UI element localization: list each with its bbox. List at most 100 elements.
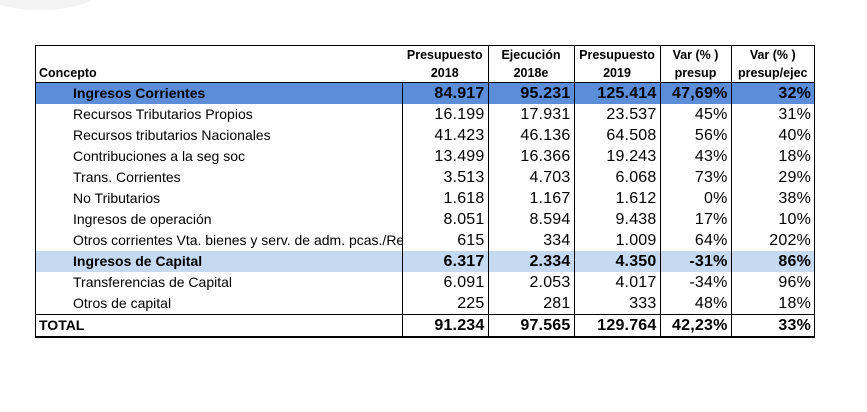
cell-value: 23.537	[574, 104, 661, 125]
table-row: Ingresos de operación 8.051 8.594 9.438 …	[36, 209, 814, 230]
cell-value: 40%	[778, 127, 811, 144]
cell-value: 46.136	[488, 125, 575, 146]
cell-value: 8.051	[402, 209, 489, 230]
table-row: Otros corrientes Vta. bienes y serv. de …	[36, 230, 814, 251]
table-row: No Tributarios 1.618 1.167 1.612 0% 38%	[36, 188, 814, 209]
cell-value: 29%	[778, 169, 811, 186]
cell-value: 1.167	[488, 188, 575, 209]
header-cell: Presupuesto	[574, 46, 661, 64]
header-cell: Presupuesto	[402, 46, 489, 64]
table-row: Otros de capital 225 281 333 48% 18%	[36, 293, 814, 315]
table-row: Trans. Corrientes 3.513 4.703 6.068 73% …	[36, 167, 814, 188]
cell-value: 32%	[731, 82, 814, 104]
cell-value: -31%	[660, 251, 732, 272]
row-label: Recursos tributarios Nacionales	[36, 125, 403, 146]
table-row: Transferencias de Capital 6.091 2.053 4.…	[36, 272, 814, 293]
cell-value: 1.618	[402, 188, 489, 209]
table-row-total: TOTAL 91.234 97.565 129.764 42,23% 33%	[36, 314, 814, 337]
total-label: TOTAL	[36, 314, 403, 337]
cell-value: 16.366	[488, 146, 575, 167]
cell-value: 18%	[778, 295, 811, 312]
cell-value: 56%	[660, 125, 732, 146]
cell-value: 6.317	[402, 251, 489, 272]
cell-value: 96%	[778, 274, 811, 291]
row-label: Trans. Corrientes	[36, 167, 403, 188]
cell-value: 16.199	[402, 104, 489, 125]
header-cell: Ejecución	[488, 46, 575, 64]
cell-value: 2.053	[488, 272, 575, 293]
total-value: 33%	[731, 314, 814, 337]
cell-value: 64.508	[574, 125, 661, 146]
cell-value: 0%	[660, 188, 732, 209]
row-label: Otros corrientes Vta. bienes y serv. de …	[36, 230, 403, 251]
row-label: Contribuciones a la seg soc	[36, 146, 403, 167]
header-cell: presup	[660, 64, 732, 83]
row-label: Otros de capital	[36, 293, 403, 315]
cell-value: 41.423	[402, 125, 489, 146]
row-label: No Tributarios	[36, 188, 403, 209]
table-row: Contribuciones a la seg soc 13.499 16.36…	[36, 146, 814, 167]
decorative-blob	[0, 0, 100, 10]
cell-value: 4.017	[574, 272, 661, 293]
cell-value: 8.594	[488, 209, 575, 230]
cell-value: 10%	[778, 211, 811, 228]
cell-value: 17%	[660, 209, 732, 230]
header-cell: Var (% )	[749, 48, 796, 62]
row-label: Transferencias de Capital	[36, 272, 403, 293]
cell-value: 281	[488, 293, 575, 315]
table-row-ingresos-corrientes: Ingresos Corrientes 84.917 95.231 125.41…	[36, 82, 814, 104]
header-cell-concepto: Concepto	[36, 64, 402, 83]
cell-value: 17.931	[488, 104, 575, 125]
cell-value: 95.231	[488, 82, 575, 104]
cell-value: 38%	[778, 190, 811, 207]
table-row-ingresos-capital: Ingresos de Capital 6.317 2.334 4.350 -3…	[36, 251, 814, 272]
total-value: 97.565	[488, 314, 575, 337]
cell-value: 4.703	[488, 167, 575, 188]
cell-value: 125.414	[574, 82, 661, 104]
cell-value: 225	[402, 293, 489, 315]
row-label: Recursos Tributarios Propios	[36, 104, 403, 125]
cell-value: 615	[402, 230, 489, 251]
cell-value: 18%	[778, 148, 811, 165]
table-row: Recursos Tributarios Propios 16.199 17.9…	[36, 104, 814, 125]
header-cell: 2018e	[488, 64, 575, 83]
total-value: 42,23%	[660, 314, 732, 337]
cell-value: 43%	[660, 146, 732, 167]
cell-value: 73%	[660, 167, 732, 188]
header-cell: presup/ejec	[731, 64, 814, 83]
total-value: 129.764	[574, 314, 661, 337]
cell-value: 13.499	[402, 146, 489, 167]
cell-value: 334	[488, 230, 575, 251]
cell-value: 4.350	[574, 251, 661, 272]
cell-value: 47,69%	[660, 82, 732, 104]
cell-value: 45%	[660, 104, 732, 125]
cell-value: 333	[574, 293, 661, 315]
cell-value: 9.438	[574, 209, 661, 230]
cell-value: 48%	[660, 293, 732, 315]
cell-value: 2.334	[488, 251, 575, 272]
total-value: 91.234	[402, 314, 489, 337]
budget-table: Presupuesto Ejecución Presupuesto Var (%…	[35, 45, 815, 338]
cell-value: -34%	[660, 272, 732, 293]
cell-value: 1.612	[574, 188, 661, 209]
cell-value: 202%	[769, 232, 811, 249]
cell-value: 84.917	[402, 82, 489, 104]
row-label: Ingresos Corrientes	[36, 82, 403, 104]
cell-value: 1.009	[574, 230, 661, 251]
cell-value: 19.243	[574, 146, 661, 167]
header-row-2: Concepto 2018 2018e 2019 presup presup/e…	[36, 64, 814, 83]
cell-value: 3.513	[402, 167, 489, 188]
cell-value: 31%	[778, 106, 811, 123]
cell-value: 6.068	[574, 167, 661, 188]
header-row-1: Presupuesto Ejecución Presupuesto Var (%…	[36, 46, 814, 64]
row-label: Ingresos de operación	[36, 209, 403, 230]
table-row: Recursos tributarios Nacionales 41.423 4…	[36, 125, 814, 146]
header-cell: 2019	[574, 64, 661, 83]
row-label: Ingresos de Capital	[36, 251, 403, 272]
cell-value: 86%	[731, 251, 814, 272]
cell-value: 64%	[660, 230, 732, 251]
header-cell: 2018	[402, 64, 489, 83]
cell-value: 6.091	[402, 272, 489, 293]
header-cell: Var (% )	[660, 46, 732, 64]
header-cell	[36, 46, 402, 64]
